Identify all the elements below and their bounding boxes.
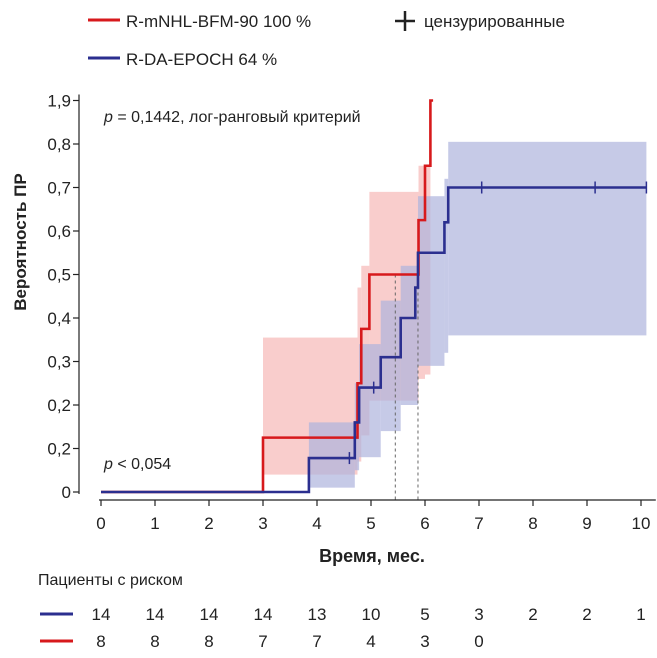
x-axis-label: Время, мес. — [319, 546, 425, 566]
risk-count: 2 — [528, 605, 537, 624]
survival-curves — [101, 99, 647, 494]
x-tick-label: 6 — [420, 514, 429, 533]
p-value-text: = 0,1442, лог-ранговый критерий — [113, 109, 361, 126]
risk-count: 2 — [582, 605, 591, 624]
confidence-band-segment — [400, 265, 418, 405]
y-tick-label: 0,2 — [47, 440, 71, 459]
x-tick-label: 0 — [96, 514, 105, 533]
risk-count: 7 — [312, 632, 321, 651]
confidence-band-segment — [448, 141, 647, 336]
confidence-bands — [263, 141, 647, 488]
risk-count: 8 — [96, 632, 105, 651]
risk-count: 3 — [420, 632, 429, 651]
risk-count: 14 — [200, 605, 219, 624]
y-tick-label: 0,2 — [47, 396, 71, 415]
p-symbol: p — [103, 456, 113, 473]
risk-table-title: Пациенты с риском — [38, 572, 183, 589]
x-tick-label: 1 — [150, 514, 159, 533]
x-tick-label: 10 — [632, 514, 651, 533]
confidence-band-segment — [444, 178, 449, 353]
legend-label-red: R-mNHL-BFM-90 100 % — [126, 12, 311, 31]
y-tick-label: 1,9 — [47, 92, 71, 111]
risk-count: 14 — [254, 605, 273, 624]
y-tick-label: 0,5 — [47, 266, 71, 285]
x-tick-label: 2 — [204, 514, 213, 533]
risk-count: 14 — [146, 605, 165, 624]
survival-curve — [101, 99, 434, 494]
p-value-text: < 0,054 — [113, 456, 171, 473]
legend-label-censored: цензурированные — [424, 12, 565, 31]
x-tick-label: 4 — [312, 514, 321, 533]
risk-count: 7 — [258, 632, 267, 651]
y-tick-label: 0,6 — [47, 222, 71, 241]
x-tick-label: 9 — [582, 514, 591, 533]
y-tick-label: 0,4 — [47, 309, 71, 328]
risk-count: 8 — [204, 632, 213, 651]
risk-count: 1 — [636, 605, 645, 624]
risk-count: 4 — [366, 632, 375, 651]
confidence-band-segment — [359, 344, 381, 458]
axes: 0 1 2 3 4 5 6 7 8 9 10 0 0,2 0,2 0,3 0,4 0,5 0,6 0,7 0,8 1,9 — [47, 92, 656, 533]
confidence-band-segment — [380, 300, 401, 432]
risk-count: 14 — [92, 605, 111, 624]
p-symbol: p — [103, 109, 113, 126]
risk-count: 3 — [474, 605, 483, 624]
x-tick-label: 7 — [474, 514, 483, 533]
x-tick-label: 5 — [366, 514, 375, 533]
risk-count: 8 — [150, 632, 159, 651]
x-tick-label: 3 — [258, 514, 267, 533]
x-tick-label: 8 — [528, 514, 537, 533]
confidence-band-segment — [417, 196, 445, 366]
survival-curve — [101, 186, 647, 494]
censor-symbol-icon — [395, 11, 415, 31]
y-tick-label: 0,7 — [47, 179, 71, 198]
legend-label-blue: R-DA-EPOCH 64 % — [126, 50, 277, 69]
risk-table: 14 14 14 14 13 10 5 3 2 2 1 8 8 8 7 7 4 3 0 — [40, 605, 646, 651]
p-value-top: p = 0,1442, лог-ранговый критерий — [103, 109, 361, 126]
p-value-bottom: p < 0,054 — [103, 456, 171, 473]
risk-count: 13 — [308, 605, 327, 624]
risk-count: 0 — [474, 632, 483, 651]
censor-marks — [348, 181, 648, 465]
risk-count: 5 — [420, 605, 429, 624]
legend: R-mNHL-BFM-90 100 % R-DA-EPOCH 64 % ценз… — [88, 11, 565, 69]
median-lines — [394, 274, 419, 500]
y-tick-label: 0 — [62, 483, 71, 502]
y-tick-label: 0,3 — [47, 353, 71, 372]
confidence-band-segment — [308, 422, 355, 488]
risk-count: 10 — [362, 605, 381, 624]
y-axis-label: Вероятность ПР — [11, 173, 30, 310]
y-tick-label: 0,8 — [47, 135, 71, 154]
